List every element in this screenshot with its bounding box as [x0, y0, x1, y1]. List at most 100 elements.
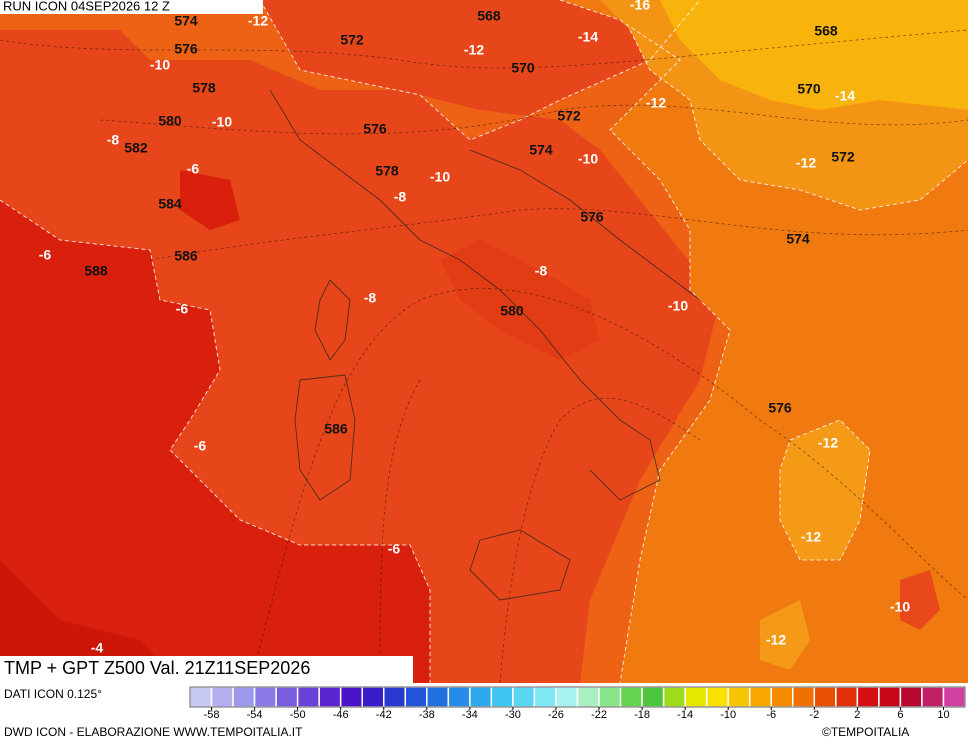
temperature-isolines	[0, 0, 968, 683]
temp-zone	[760, 600, 810, 670]
temperature-label: -6	[194, 438, 207, 454]
colorbar-swatch	[383, 686, 407, 708]
height-label: 574	[786, 231, 810, 247]
colorbar-tick-label: -50	[290, 709, 306, 721]
height-label: 576	[363, 121, 387, 137]
colorbar-swatch	[189, 686, 213, 708]
height-label: 578	[375, 163, 399, 179]
height-label: 580	[158, 113, 182, 129]
title-box	[0, 656, 413, 683]
temperature-label: -10	[890, 599, 910, 615]
colorbar-swatch	[641, 686, 665, 708]
height-isolines	[0, 29, 968, 683]
colorbar-swatch	[921, 686, 945, 708]
temp-zone	[180, 170, 240, 230]
colorbar-swatch	[512, 686, 536, 708]
height-label: 586	[174, 248, 198, 264]
temp-zone	[440, 240, 600, 360]
footer-credit: DWD ICON - ELABORAZIONE WWW.TEMPOITALIA.…	[4, 725, 303, 739]
height-label: 576	[174, 41, 198, 57]
temperature-label: -10	[668, 298, 688, 314]
map-title: TMP + GPT Z500 Val. 21Z11SEP2026	[4, 658, 310, 678]
temperature-label: -6	[187, 161, 200, 177]
colorbar-swatch	[899, 686, 923, 708]
height-label: 576	[580, 209, 604, 225]
colorbar-swatch	[232, 686, 256, 708]
run-label-box	[0, 0, 263, 14]
colorbar-swatch	[727, 686, 751, 708]
height-label: 570	[797, 81, 821, 97]
colorbar-swatch	[835, 686, 859, 708]
temperature-label: -6	[388, 541, 401, 557]
height-label: 588	[84, 263, 108, 279]
height-label: 572	[557, 108, 581, 124]
colorbar-tick-label: -14	[677, 709, 693, 721]
colorbar-swatch	[469, 686, 493, 708]
coastlines	[269, 89, 701, 601]
temperature-label: -10	[578, 151, 598, 167]
colorbar-tick-label: -58	[204, 709, 220, 721]
temperature-label: -12	[801, 529, 821, 545]
height-label: 570	[511, 60, 535, 76]
colorbar-swatch	[339, 686, 363, 708]
temperature-label: -12	[766, 632, 786, 648]
colorbar-tick-label: 2	[854, 709, 860, 721]
height-label: 580	[500, 303, 524, 319]
colorbar-tick-label: -26	[548, 709, 564, 721]
height-label: 584	[158, 196, 182, 212]
colorbar-swatch	[619, 686, 643, 708]
temp-zone	[0, 200, 430, 683]
temperature-label: -12	[818, 435, 838, 451]
colorbar-swatch	[318, 686, 342, 708]
colorbar-tick-label: -18	[634, 709, 650, 721]
colorbar-swatch	[748, 686, 773, 708]
temperature-label: -12	[248, 13, 268, 29]
colorbar-swatch	[770, 686, 794, 708]
colorbar-swatch	[813, 686, 837, 708]
height-label: 582	[124, 140, 148, 156]
temperature-label: -8	[535, 263, 548, 279]
temperature-label: -12	[646, 95, 666, 111]
height-label: 568	[814, 23, 838, 39]
colorbar-swatch	[576, 686, 600, 708]
height-label: 578	[192, 80, 216, 96]
colorbar-swatch	[253, 686, 277, 708]
colorbar-swatch	[210, 686, 234, 708]
colorbar-tick-label: 10	[937, 709, 949, 721]
colorbar-tick-label: -10	[720, 709, 736, 721]
run-label: RUN ICON 04SEP2026 12 Z	[3, 0, 170, 13]
colorbar-tick-label: -2	[809, 709, 819, 721]
footer-brand: ©TEMPOITALIA	[822, 725, 910, 739]
colorbar-swatch	[404, 686, 428, 708]
temperature-label: -12	[796, 155, 816, 171]
colorbar-swatch	[878, 686, 902, 708]
temp-zone	[900, 570, 940, 630]
colorbar: -58 -54 -50 -46 -42 -38 -34 -30 -26 -22 -18 -14 -10-…	[189, 686, 966, 721]
colorbar-swatch	[792, 686, 816, 708]
colorbar-swatch	[296, 686, 320, 708]
colorbar-swatch	[555, 686, 579, 708]
colorbar-tick-label: -30	[505, 709, 521, 721]
colorbar-tick-label: -34	[462, 709, 478, 721]
colorbar-swatch	[426, 686, 450, 708]
temperature-label: -16	[630, 0, 650, 13]
height-label: 572	[831, 149, 855, 165]
colorbar-swatch	[533, 686, 557, 708]
temperature-label: -6	[39, 247, 52, 263]
temperature-label: -8	[364, 290, 377, 306]
colorbar-swatch	[705, 686, 729, 708]
colorbar-swatch	[598, 686, 622, 708]
colorbar-frame	[189, 686, 966, 708]
temp-zone	[660, 0, 968, 110]
colorbar-swatch	[856, 686, 880, 708]
height-label: 586	[324, 421, 348, 437]
colorbar-swatch	[361, 686, 385, 708]
colorbar-swatch	[447, 686, 471, 708]
colorbar-tick-label: 6	[897, 709, 903, 721]
colorbar-swatch	[662, 686, 686, 708]
colorbar-tick-label: -38	[419, 709, 435, 721]
temperature-label: -10	[430, 169, 450, 185]
height-label: 576	[768, 400, 792, 416]
temperature-label: -8	[107, 132, 120, 148]
